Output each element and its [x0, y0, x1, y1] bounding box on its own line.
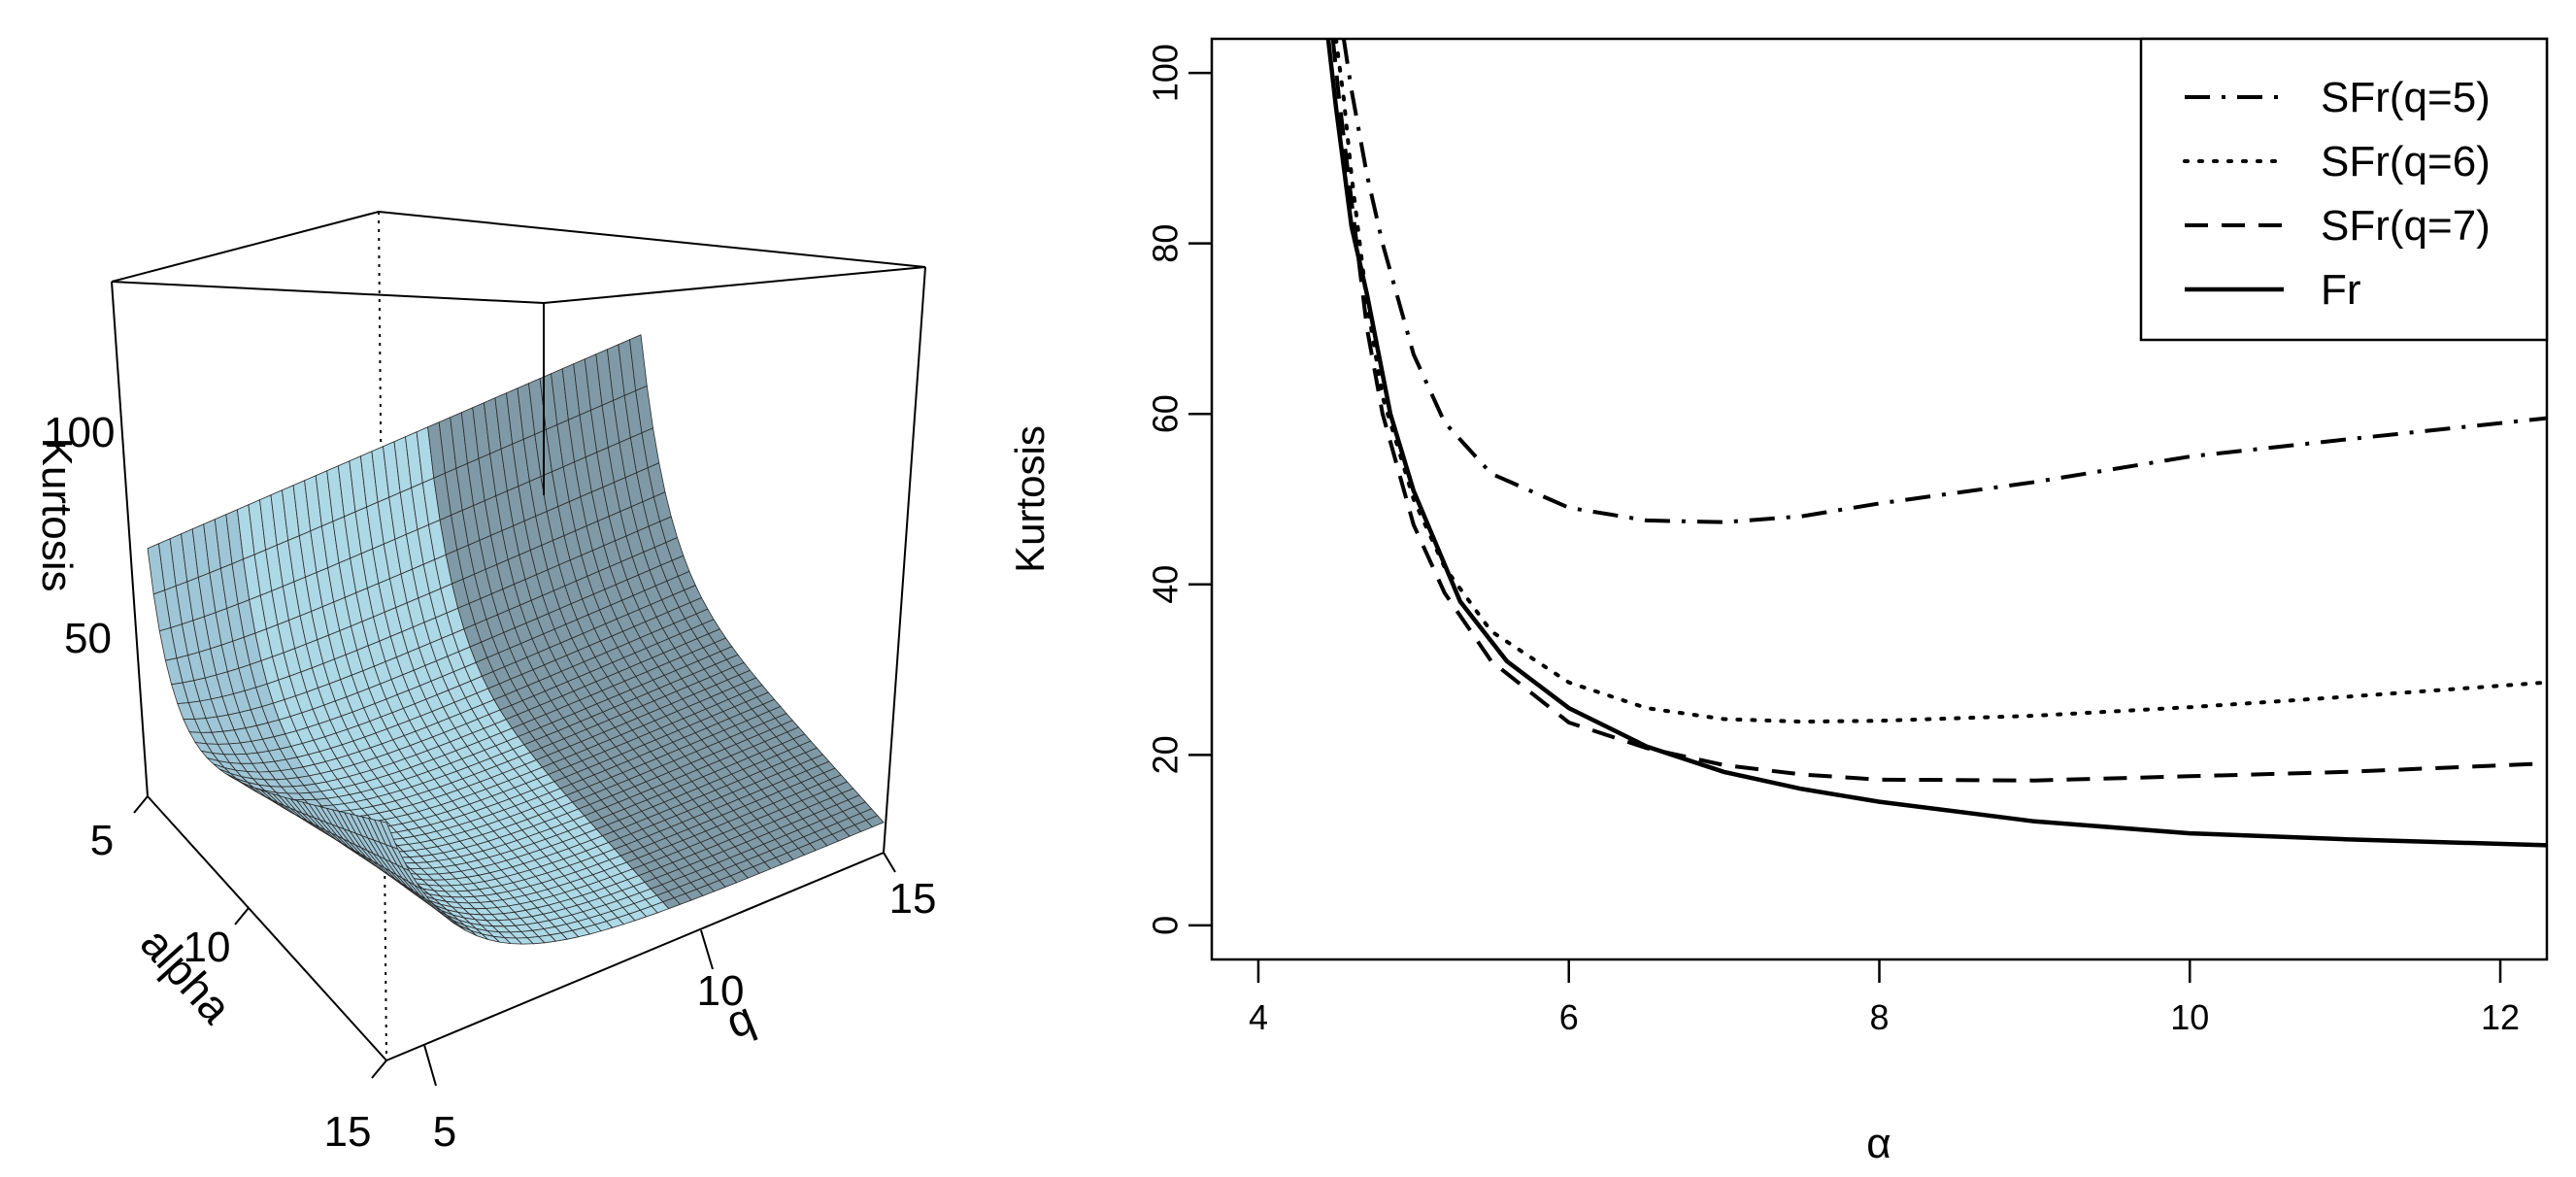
q-tick-5	[423, 1044, 437, 1087]
box-edge-front-top-left	[111, 281, 545, 304]
kurtosis-surface	[147, 334, 885, 945]
legend-label-sfr-q-5: SFr(q=5)	[2321, 74, 2491, 121]
box-edge-back-top-left	[111, 211, 380, 283]
surface-plot: Kurtosis 100 50 5 10 15 alpha 5 10 15 q	[33, 211, 937, 1156]
box-front-edges	[111, 266, 926, 1061]
alpha-axis-line	[147, 795, 387, 1061]
x-tick-label-12: 12	[2481, 997, 2520, 1037]
series-line-sfr-q-5	[1341, 39, 2547, 524]
box-edge-left-vertical	[111, 281, 149, 797]
box-edge-front-top-right	[543, 266, 926, 304]
series-line-fr	[1325, 39, 2547, 848]
y-axis-ticks: 0 20 40 60 80 100	[1146, 44, 1212, 935]
box-edge-back-top-right	[378, 211, 926, 268]
alpha-tick-10	[234, 907, 250, 925]
y-tick-label-40: 40	[1146, 565, 1186, 604]
x-tick-label-4: 4	[1249, 997, 1268, 1037]
box-edge-right-vertical	[883, 266, 926, 854]
legend-label-sfr-q-7: SFr(q=7)	[2321, 202, 2491, 250]
q-axis-ticks	[423, 852, 896, 1087]
y-tick-label-0: 0	[1146, 916, 1186, 935]
legend-label-fr: Fr	[2321, 266, 2361, 314]
y-tick-label-20: 20	[1146, 735, 1186, 774]
z-axis-label: Kurtosis	[33, 438, 81, 592]
legend-label-sfr-q-6: SFr(q=6)	[2321, 138, 2491, 185]
q-axis-label: q	[719, 992, 760, 1048]
q-tick-label-5: 5	[433, 1108, 456, 1156]
legend: SFr(q=5) SFr(q=6) SFr(q=7) Fr	[2139, 37, 2549, 342]
x-axis-ticks: 4 6 8 10 12	[1249, 959, 2520, 1037]
x-tick-label-8: 8	[1869, 997, 1889, 1037]
alpha-tick-5	[133, 795, 149, 814]
x-tick-label-10: 10	[2170, 997, 2209, 1037]
alpha-tick-15	[371, 1059, 387, 1079]
y-tick-label-80: 80	[1146, 224, 1186, 263]
y-tick-label-60: 60	[1146, 394, 1186, 433]
q-axis-line	[385, 852, 885, 1061]
series-line-sfr-q-6	[1333, 39, 2547, 724]
series-line-sfr-q-7	[1330, 39, 2547, 783]
box-back-edges	[111, 211, 926, 1061]
alpha-tick-label-10: 10	[184, 924, 231, 971]
surface-facet	[865, 815, 885, 828]
z-tick-label-100: 100	[44, 409, 115, 456]
alpha-tick-label-15: 15	[324, 1108, 372, 1156]
q-tick-label-10: 10	[697, 967, 745, 1015]
alpha-axis-ticks	[133, 795, 387, 1079]
line-plot: 4 6 8 10 12 0 20 40 60 80 100 α Kurtosis SFr(q=5)…	[1007, 37, 2549, 1167]
q-tick-10	[700, 929, 714, 970]
x-tick-label-6: 6	[1559, 997, 1579, 1037]
alpha-tick-label-5: 5	[90, 817, 114, 864]
box-edge-back-vertical	[378, 211, 387, 1061]
y-axis-label: Kurtosis	[1007, 425, 1053, 573]
y-tick-label-100: 100	[1146, 44, 1186, 102]
z-tick-label-50: 50	[64, 615, 112, 662]
q-tick-label-15: 15	[889, 875, 937, 923]
q-tick-15	[883, 852, 896, 873]
series-lines	[1325, 39, 2547, 848]
x-axis-label: α	[1866, 1120, 1890, 1167]
